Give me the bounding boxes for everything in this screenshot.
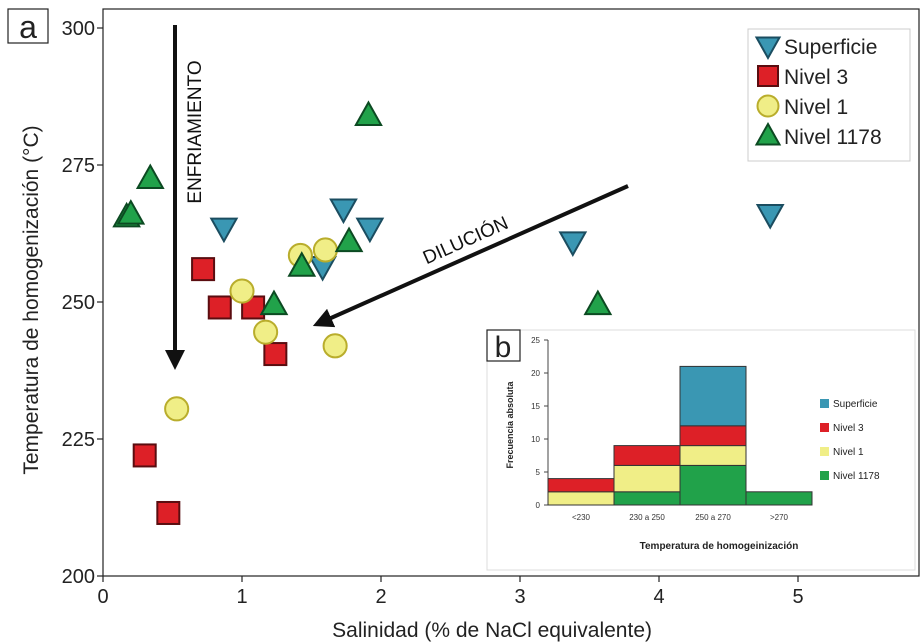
legend-entry: Nivel 1 xyxy=(784,96,848,119)
point-superficie xyxy=(355,217,385,244)
x-tick-label: 1 xyxy=(236,586,247,608)
legend-marker xyxy=(754,121,782,146)
point-superficie xyxy=(755,203,785,230)
point-nivel-1178 xyxy=(583,289,613,316)
inset-bar-segment xyxy=(547,478,615,493)
point-nivel-1 xyxy=(229,278,255,304)
y-tick-label: 300 xyxy=(62,18,95,40)
point-superficie xyxy=(558,231,588,257)
legend-entry: Nivel 1178 xyxy=(784,126,882,149)
cooling-label: ENFRIAMIENTO xyxy=(185,60,206,203)
inset-bar-segment xyxy=(745,491,813,506)
point-nivel-1178 xyxy=(287,251,317,277)
point-nivel-1 xyxy=(253,319,279,345)
point-nivel-3 xyxy=(263,342,288,367)
legend: Superficie Nivel 3 Nivel 1 Nivel 1178 xyxy=(747,28,911,162)
inset-legend-swatch xyxy=(820,447,829,456)
point-nivel-3 xyxy=(191,257,216,282)
panel-b-box xyxy=(486,329,521,362)
inset-x-axis-label: Temperatura de homogeinización xyxy=(640,541,799,552)
legend-marker xyxy=(757,65,779,87)
y-tick-label: 225 xyxy=(62,429,95,451)
inset-bar-segment xyxy=(613,491,681,506)
inset-legend-swatch xyxy=(820,399,829,408)
inset-legend: Superficie Nivel 3 Nivel 1 Nivel 1178 xyxy=(820,399,880,482)
inset-category-label: >270 xyxy=(770,513,789,522)
point-nivel-1178 xyxy=(334,226,364,253)
inset-y-tick-label: 0 xyxy=(536,501,541,510)
inset-category-label: 230 a 250 xyxy=(629,513,665,522)
panel-a-box xyxy=(7,8,49,44)
legend-marker xyxy=(754,36,782,61)
point-nivel-3 xyxy=(207,295,232,320)
inset-bars xyxy=(547,365,813,506)
inset-legend-entry: Nivel 1 xyxy=(833,447,864,458)
x-tick-label: 5 xyxy=(792,586,803,608)
inset-legend-entry: Superficie xyxy=(833,399,878,410)
inset-category-label: 250 a 270 xyxy=(695,513,731,522)
point-nivel-1178 xyxy=(135,163,165,190)
point-nivel-3 xyxy=(132,443,157,468)
inset-legend-entry: Nivel 1178 xyxy=(833,471,880,482)
point-nivel-1178 xyxy=(354,100,383,127)
point-nivel-1 xyxy=(164,396,190,422)
x-axis-label: Salinidad (% de NaCl equivalente) xyxy=(332,619,652,642)
inset-bar-segment xyxy=(679,365,747,427)
inset-bar-segment xyxy=(613,445,681,466)
y-tick-label: 250 xyxy=(62,292,95,314)
legend-entry: Superficie xyxy=(784,36,877,59)
legend-marker xyxy=(756,94,780,118)
dilution-arrow xyxy=(312,184,629,328)
inset-y-tick-label: 10 xyxy=(531,435,540,444)
x-tick-label: 0 xyxy=(97,586,108,608)
point-superficie xyxy=(209,217,239,244)
point-nivel-1 xyxy=(312,237,338,263)
point-nivel-1178 xyxy=(116,199,146,225)
y-axis: 200 225 250 275 300 xyxy=(62,18,103,588)
dilution-label: DILUCIÓN xyxy=(420,212,512,269)
inset-legend-swatch xyxy=(820,423,829,432)
inset-bar-segment xyxy=(679,445,747,466)
inset-legend-swatch xyxy=(820,471,829,480)
inset-bar-segment xyxy=(613,464,681,493)
point-nivel-1178 xyxy=(259,289,289,316)
y-tick-label: 200 xyxy=(62,566,95,588)
panel-a-label: a xyxy=(19,9,37,45)
point-superficie xyxy=(329,198,358,225)
inset-legend-entry: Nivel 3 xyxy=(833,423,864,434)
y-axis-label: Temperatura de homogenización (°C) xyxy=(20,125,43,474)
legend-entry: Nivel 3 xyxy=(784,66,848,89)
inset-y-tick-label: 5 xyxy=(536,468,541,477)
inset-category-label: <230 xyxy=(572,513,591,522)
inset-y-tick-label: 20 xyxy=(531,369,540,378)
point-nivel-1 xyxy=(322,333,348,359)
x-axis: 0 1 2 3 4 5 xyxy=(97,576,804,608)
y-tick-label: 275 xyxy=(62,155,95,177)
inset-bar-segment xyxy=(679,425,747,447)
inset-bar-segment xyxy=(679,464,747,506)
x-tick-label: 2 xyxy=(375,586,386,608)
inset-y-tick-label: 15 xyxy=(531,402,540,411)
inset-y-axis-label: Frecuencia absoluta xyxy=(505,380,515,468)
panel-b-label: b xyxy=(495,331,512,364)
plot-frame xyxy=(102,8,920,577)
point-nivel-3 xyxy=(156,500,181,525)
inset-y-tick-label: 25 xyxy=(531,336,540,345)
histogram-inset: b 0 5 10 15 20 25 <230 230 a 250 250 a 270 >270 S… xyxy=(486,329,916,571)
data-points xyxy=(112,100,785,525)
x-tick-label: 4 xyxy=(653,586,664,608)
inset-bar-segment xyxy=(547,491,615,506)
x-tick-label: 3 xyxy=(514,586,525,608)
